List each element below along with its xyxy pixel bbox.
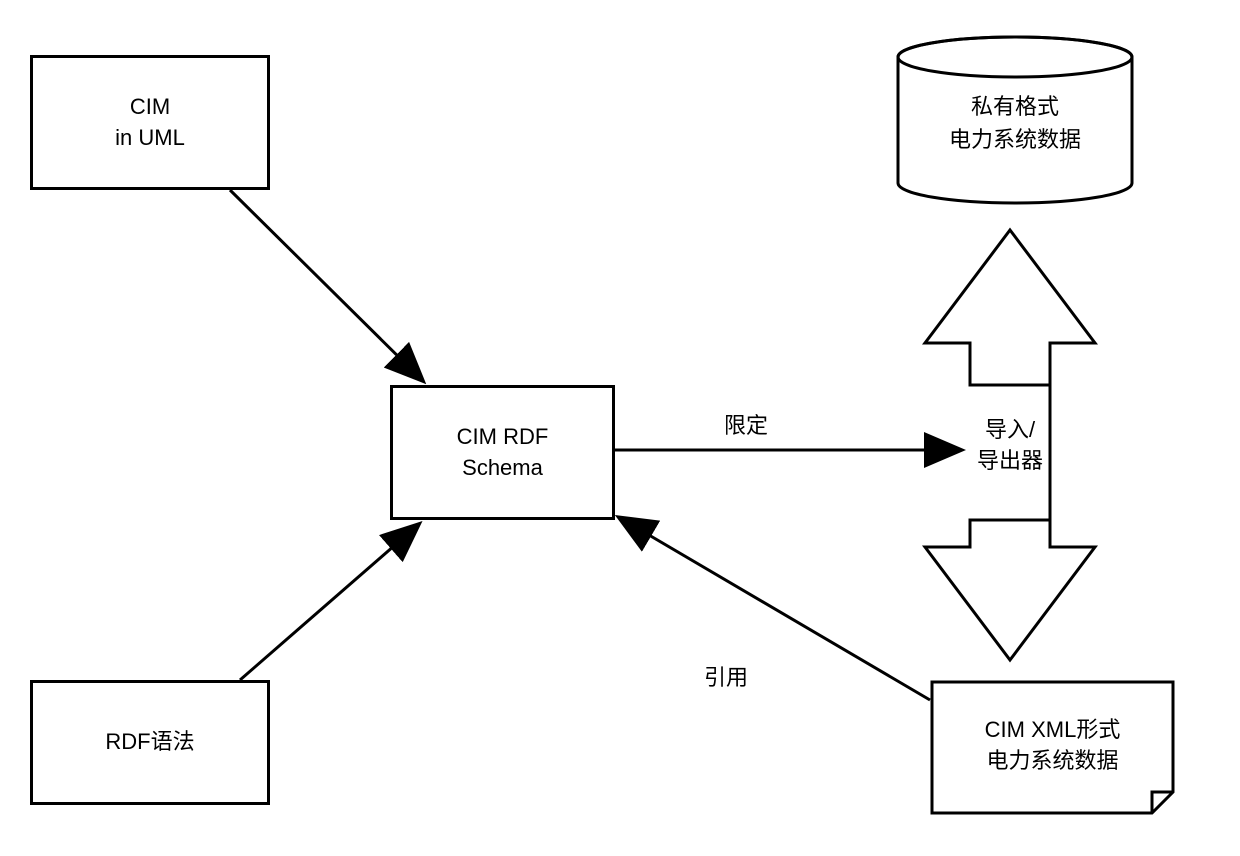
- double-arrow-import-export: 导入/ 导出器: [920, 225, 1100, 665]
- edge-label-restrict: 限定: [720, 408, 772, 440]
- edge-rdf-to-schema: [240, 525, 418, 680]
- import-export-line1: 导入/: [985, 417, 1035, 442]
- node-cim-xml: CIM XML形式 电力系统数据: [930, 680, 1175, 815]
- node-rdf-syntax-label: RDF语法: [105, 727, 194, 758]
- node-private-format-line2: 电力系统数据: [949, 127, 1081, 152]
- edge-uml-to-schema: [230, 190, 422, 380]
- edge-xml-to-schema: [620, 518, 930, 700]
- node-private-format-line1: 私有格式: [971, 94, 1059, 119]
- node-cim-uml: CIM in UML: [30, 55, 270, 190]
- node-cim-uml-line2: in UML: [115, 125, 185, 150]
- node-cim-xml-line1: CIM XML形式: [985, 717, 1121, 742]
- node-cim-rdf-schema: CIM RDF Schema: [390, 385, 615, 520]
- node-cim-xml-line2: 电力系统数据: [986, 748, 1118, 773]
- node-rdf-syntax: RDF语法: [30, 680, 270, 805]
- node-cim-uml-line1: CIM: [130, 94, 170, 119]
- node-schema-line2: Schema: [462, 455, 543, 480]
- edge-label-reference: 引用: [700, 660, 752, 692]
- import-export-line2: 导出器: [977, 448, 1043, 473]
- node-schema-line1: CIM RDF: [457, 424, 549, 449]
- node-private-format: 私有格式 电力系统数据: [895, 35, 1135, 205]
